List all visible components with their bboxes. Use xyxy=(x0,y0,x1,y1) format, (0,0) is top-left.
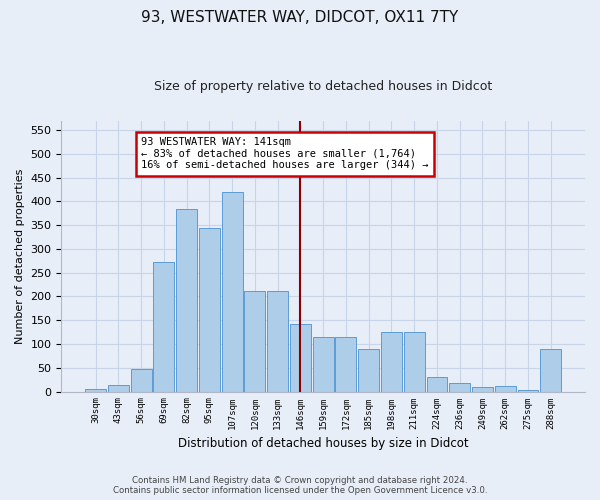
Bar xyxy=(540,349,561,392)
Text: 93 WESTWATER WAY: 141sqm
← 83% of detached houses are smaller (1,764)
16% of sem: 93 WESTWATER WAY: 141sqm ← 83% of detach… xyxy=(141,137,428,170)
Bar xyxy=(358,349,379,392)
Bar xyxy=(518,390,538,392)
Bar xyxy=(404,332,425,392)
Bar xyxy=(449,383,470,392)
Bar xyxy=(335,337,356,392)
Bar xyxy=(131,368,152,392)
Text: Contains HM Land Registry data © Crown copyright and database right 2024.
Contai: Contains HM Land Registry data © Crown c… xyxy=(113,476,487,495)
Bar xyxy=(290,324,311,392)
Bar xyxy=(85,389,106,392)
Text: 93, WESTWATER WAY, DIDCOT, OX11 7TY: 93, WESTWATER WAY, DIDCOT, OX11 7TY xyxy=(142,10,458,25)
Bar xyxy=(267,291,288,392)
Bar xyxy=(381,332,402,392)
Bar xyxy=(199,228,220,392)
Bar xyxy=(154,262,175,392)
Bar xyxy=(313,337,334,392)
Bar xyxy=(495,386,515,392)
X-axis label: Distribution of detached houses by size in Didcot: Distribution of detached houses by size … xyxy=(178,437,469,450)
Bar xyxy=(472,388,493,392)
Bar xyxy=(108,386,129,392)
Title: Size of property relative to detached houses in Didcot: Size of property relative to detached ho… xyxy=(154,80,493,93)
Y-axis label: Number of detached properties: Number of detached properties xyxy=(15,168,25,344)
Bar xyxy=(244,291,265,392)
Bar xyxy=(427,378,448,392)
Bar xyxy=(222,192,242,392)
Bar xyxy=(176,208,197,392)
